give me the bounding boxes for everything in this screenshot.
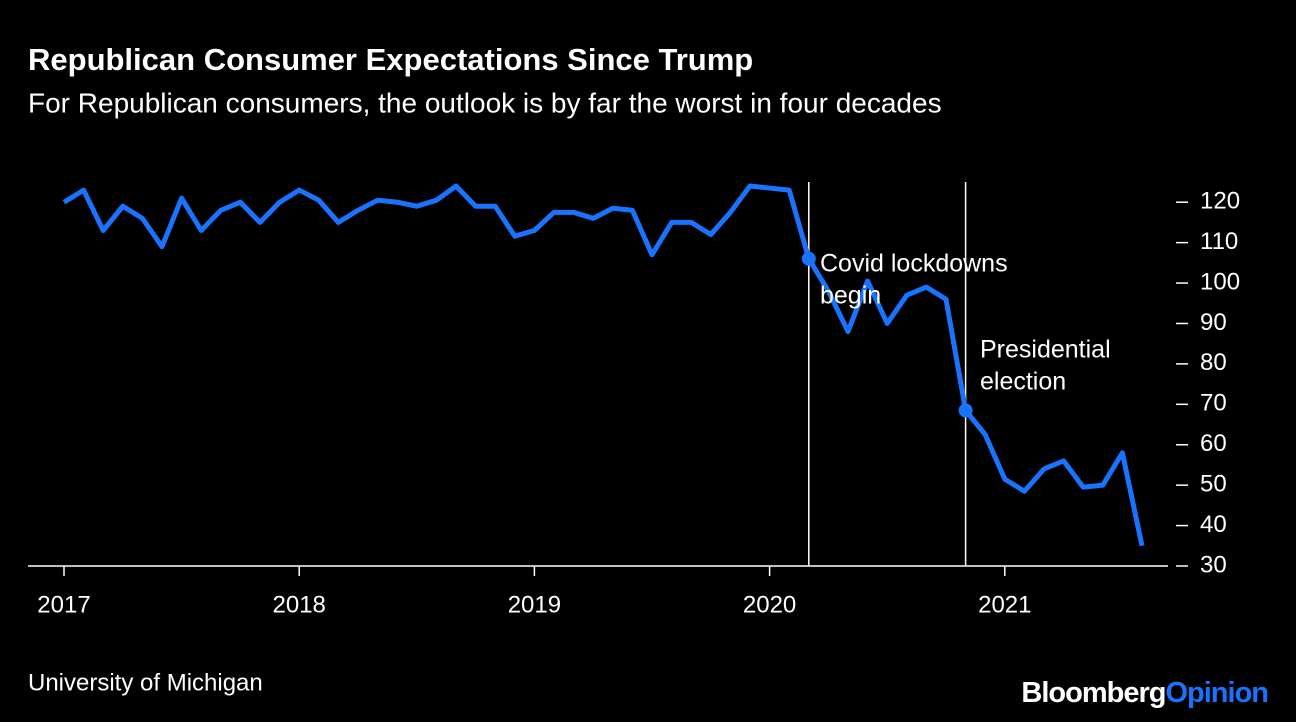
y-tick-label: 90 bbox=[1200, 309, 1227, 336]
series-line bbox=[62, 183, 1145, 547]
logo-secondary: Opinion bbox=[1165, 677, 1268, 709]
annotation: begin bbox=[820, 282, 881, 310]
y-tick-label: 60 bbox=[1200, 430, 1227, 457]
annotation: election bbox=[980, 368, 1066, 396]
x-tick-label: 2017 bbox=[37, 591, 90, 618]
y-tick-label: 120 bbox=[1200, 188, 1240, 215]
logo-primary: Bloomberg bbox=[1021, 677, 1165, 709]
chart-title: Republican Consumer Expectations Since T… bbox=[28, 42, 753, 77]
source: University of Michigan bbox=[28, 669, 263, 696]
y-tick-label: 70 bbox=[1200, 390, 1227, 417]
annotation: Covid lockdowns bbox=[820, 250, 1008, 278]
x-tick-label: 2019 bbox=[508, 591, 561, 618]
chart-subtitle: For Republican consumers, the outlook is… bbox=[28, 87, 942, 118]
y-tick-label: 110 bbox=[1200, 228, 1238, 255]
x-tick-label: 2020 bbox=[743, 591, 796, 618]
y-tick-label: 80 bbox=[1200, 349, 1227, 376]
y-tick-label: 40 bbox=[1200, 511, 1227, 538]
logo: BloombergOpinion bbox=[1021, 677, 1268, 709]
x-tick-label: 2021 bbox=[978, 591, 1031, 618]
annotation: Presidential bbox=[980, 336, 1111, 364]
event-dot bbox=[801, 251, 816, 266]
x-tick-label: 2018 bbox=[273, 591, 326, 618]
event-dot bbox=[958, 403, 973, 418]
y-tick-label: 100 bbox=[1200, 268, 1240, 295]
y-tick-label: 50 bbox=[1200, 471, 1227, 498]
y-tick-label: 30 bbox=[1200, 551, 1227, 578]
